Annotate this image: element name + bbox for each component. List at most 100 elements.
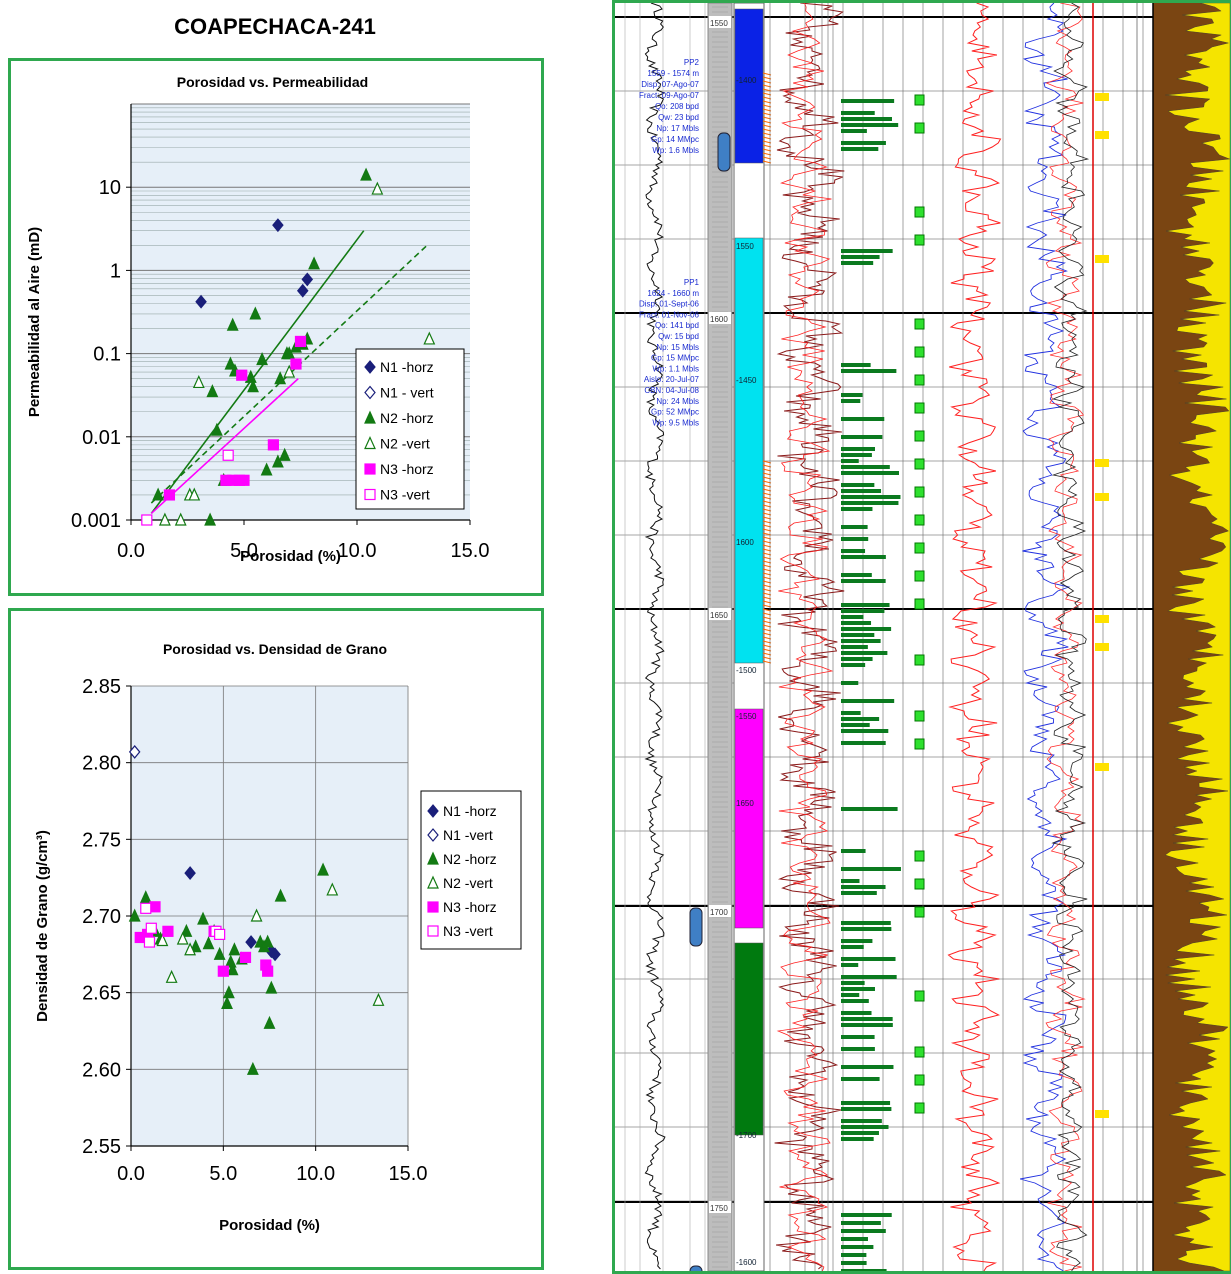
pay-fill: [841, 489, 882, 493]
zone-label: 1650: [736, 799, 754, 808]
green-marker: [914, 738, 925, 750]
yellow-marker: [1095, 1110, 1109, 1118]
perf-mark: [762, 584, 772, 588]
well-log-panel: 1550 1600 1650 1700 1750 -1400 1550 -1450 1600 -1…: [612, 0, 1231, 1274]
pay-fill: [841, 141, 886, 145]
zone-label: -1700: [736, 1131, 757, 1140]
perf-mark: [762, 524, 772, 528]
pay-fill: [841, 399, 861, 403]
depth-label-bg: [709, 1201, 731, 1213]
perf-mark: [762, 484, 772, 488]
pay-fill: [841, 1011, 872, 1015]
chart-title: Porosidad vs. Permeabilidad: [177, 74, 368, 90]
data-point: [250, 908, 263, 922]
pay-fill: [841, 1237, 868, 1241]
pay-fill: [841, 99, 895, 103]
green-marker: [914, 430, 925, 442]
data-point: [140, 902, 152, 914]
perf-mark: [762, 156, 772, 160]
data-point: [360, 167, 372, 181]
pay-fill: [841, 1101, 891, 1105]
legend-label: N1 -horz: [443, 803, 497, 819]
green-marker: [914, 1046, 925, 1058]
green-marker: [914, 906, 925, 918]
data-point: [189, 939, 202, 953]
perf-mark: [762, 472, 772, 476]
pay-fill: [841, 255, 880, 259]
pp1-note: PP1: [684, 278, 700, 287]
legend-label: N1 -vert: [443, 827, 493, 843]
zone-label: -1550: [736, 712, 757, 721]
green-marker: [914, 374, 925, 386]
perf-mark: [762, 88, 772, 92]
perf-mark: [762, 132, 772, 136]
data-point: [261, 934, 274, 948]
perf-mark: [762, 624, 772, 628]
perf-mark: [762, 620, 772, 624]
perf-mark: [762, 480, 772, 484]
perf-mark: [762, 492, 772, 496]
perf-mark: [762, 564, 772, 568]
perf-mark: [762, 536, 772, 540]
pay-fill: [841, 435, 883, 439]
trendline: [150, 244, 428, 504]
pay-fill: [841, 393, 863, 397]
data-point: [247, 379, 259, 393]
data-point: [301, 272, 314, 287]
y-axis-label: Permeabilidad al Aire (mD): [26, 227, 43, 417]
perf-mark: [762, 72, 772, 76]
pay-fill: [841, 579, 886, 583]
data-point: [158, 512, 171, 526]
data-point: [271, 454, 284, 468]
x-tick-label: 0.0: [117, 1163, 145, 1185]
perf-mark: [762, 528, 772, 532]
x-tick-label: 5.0: [230, 540, 258, 562]
y-tick-label: 0.1: [93, 344, 121, 366]
perm-chart-panel: Porosidad vs. Permeabilidad 0.001 0.01 0.1 1…: [8, 58, 544, 596]
zone-bar: [734, 237, 764, 664]
pp2-note: Qo: 208 bpd: [655, 102, 699, 111]
pay-fill: [841, 639, 881, 643]
pay-fill: [841, 1245, 874, 1249]
pay-fill: [841, 921, 891, 925]
green-marker: [914, 598, 925, 610]
pay-fill: [841, 117, 892, 121]
green-marker: [914, 94, 925, 106]
legend-marker: [427, 925, 439, 937]
data-point: [262, 965, 274, 977]
y-tick-label: 2.65: [82, 983, 121, 1005]
perf-mark: [762, 84, 772, 88]
density-chart: Porosidad vs. Densidad de Grano 2.55 2.60 2…: [34, 641, 522, 1234]
green-marker: [914, 346, 925, 358]
pp1-note: Aislo: 20-Jul-07: [644, 375, 700, 384]
perf-mark: [762, 496, 772, 500]
data-point: [213, 946, 226, 960]
perf-mark: [762, 104, 772, 108]
pp1-note: Np: 15 Mbls: [656, 343, 699, 352]
yellow-marker: [1095, 131, 1109, 139]
yellow-marker: [1095, 763, 1109, 771]
perf-mark: [762, 576, 772, 580]
pay-fill: [841, 261, 874, 265]
data-point: [214, 928, 226, 940]
pay-fill: [841, 573, 872, 577]
data-point: [192, 375, 205, 389]
perf-mark: [762, 656, 772, 660]
pay-fill: [841, 633, 875, 637]
pay-fill: [841, 459, 859, 463]
pay-fill: [841, 1047, 875, 1051]
pay-fill: [841, 987, 875, 991]
pay-fill: [841, 495, 901, 499]
data-point: [245, 935, 257, 950]
perf-mark: [762, 596, 772, 600]
depth-label: 1550: [710, 19, 728, 28]
green-marker: [914, 1102, 925, 1114]
pay-fill: [841, 1229, 886, 1233]
pay-fill: [841, 849, 866, 853]
legend-label: N2 -horz: [443, 851, 497, 867]
data-point: [163, 489, 176, 501]
legend-label: N2 -vert: [443, 875, 493, 891]
perf-mark: [762, 80, 772, 84]
pay-fill: [841, 537, 869, 541]
data-point: [152, 487, 165, 501]
